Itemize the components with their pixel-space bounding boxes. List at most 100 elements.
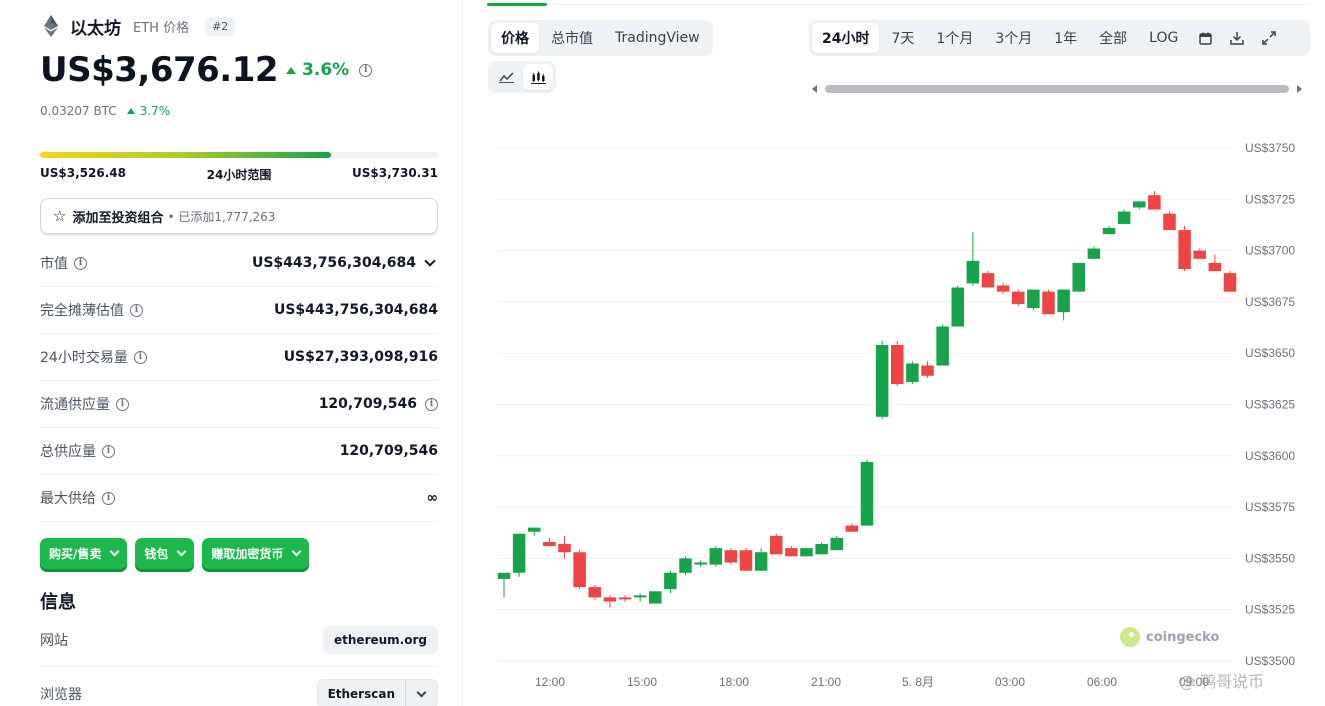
stat-value-market-cap[interactable]: US$443,756,304,684 <box>252 255 438 271</box>
candle-body[interactable] <box>543 541 556 547</box>
candle-body[interactable] <box>1012 291 1025 304</box>
candle-body[interactable] <box>1087 248 1101 259</box>
range-all[interactable]: 全部 <box>1099 31 1128 47</box>
candle-body[interactable] <box>981 273 995 288</box>
portfolio-added-count: • 已添加1,777,263 <box>167 209 276 224</box>
explorer-dropdown-toggle[interactable] <box>406 680 437 706</box>
scroll-right-icon[interactable] <box>1297 85 1302 93</box>
info-icon[interactable]: i <box>425 397 438 411</box>
range-log[interactable]: LOG <box>1149 30 1179 46</box>
info-icon[interactable]: i <box>102 491 115 505</box>
tab-price[interactable]: 价格 <box>491 23 539 53</box>
wallet-button[interactable]: 钱包 <box>135 538 195 569</box>
candle-body[interactable] <box>1102 228 1116 235</box>
line-chart-icon[interactable] <box>491 64 521 90</box>
info-icon[interactable]: i <box>133 350 147 364</box>
candle-body[interactable] <box>830 537 844 551</box>
buy-sell-button[interactable]: 购买/售卖 <box>40 538 128 569</box>
scrollbar-thumb[interactable] <box>825 85 1289 93</box>
candle-body[interactable] <box>1057 289 1070 313</box>
candle-body[interactable] <box>694 562 707 565</box>
up-triangle-icon <box>286 66 297 74</box>
candle-body[interactable] <box>785 548 798 557</box>
tab-tradingview[interactable]: TradingView <box>615 30 700 46</box>
candle-body[interactable] <box>966 260 980 284</box>
range-1y[interactable]: 1年 <box>1054 31 1078 47</box>
candle-body[interactable] <box>891 344 904 384</box>
candle-body[interactable] <box>770 535 783 555</box>
coin-header: 以太坊 ETH 价格 #2 <box>40 14 236 39</box>
candle-body[interactable] <box>845 525 859 532</box>
candle-body[interactable] <box>996 285 1010 292</box>
candle-body[interactable] <box>573 552 586 588</box>
candle-body[interactable] <box>800 548 813 557</box>
price-candlestick-chart[interactable]: US$3750 US$3725 US$3700 US$3675 US$3650 US$36… <box>464 0 1325 706</box>
overlay-watermark: @ 鸭哥说币 <box>1179 672 1265 691</box>
y-tick-label: US$3625 <box>1245 398 1295 412</box>
candle-body[interactable] <box>921 365 934 376</box>
range-1m[interactable]: 1个月 <box>936 31 974 47</box>
x-tick-label: 06:00 <box>1087 675 1117 689</box>
candle-body[interactable] <box>497 572 511 579</box>
candle-body[interactable] <box>724 550 738 563</box>
website-link[interactable]: ethereum.org <box>323 625 438 654</box>
candle-body[interactable] <box>951 287 965 327</box>
range-7d[interactable]: 7天 <box>891 31 915 47</box>
candle-body[interactable] <box>512 533 526 573</box>
candle-body[interactable] <box>1148 195 1161 210</box>
candle-body[interactable] <box>558 544 571 553</box>
candle-body[interactable] <box>679 558 692 573</box>
candle-body[interactable] <box>528 527 541 532</box>
candle-body[interactable] <box>1133 201 1146 208</box>
stat-label: 24小时交易量 <box>40 350 128 366</box>
range-scrollbar[interactable] <box>812 82 1302 96</box>
scroll-left-icon[interactable] <box>812 85 817 93</box>
candle-body[interactable] <box>649 591 662 604</box>
candlestick-icon[interactable] <box>523 64 553 90</box>
info-icon[interactable]: i <box>116 397 129 411</box>
candle-body[interactable] <box>1178 230 1191 270</box>
candle-body[interactable] <box>633 595 647 598</box>
candle-body[interactable] <box>709 548 723 565</box>
candle-body[interactable] <box>1208 262 1222 272</box>
candle-body[interactable] <box>1223 273 1237 292</box>
candle-body[interactable] <box>936 326 949 366</box>
explorer-link[interactable]: Etherscan <box>318 680 406 706</box>
candle-body[interactable] <box>603 597 617 602</box>
candle-body[interactable] <box>1163 213 1176 231</box>
candle-body[interactable] <box>1042 291 1055 315</box>
candle-body[interactable] <box>1027 289 1040 309</box>
earn-crypto-button[interactable]: 赚取加密货币 <box>202 538 310 569</box>
btc-price-row: 0.03207 BTC 3.7% <box>40 104 170 118</box>
candle-body[interactable] <box>860 461 874 526</box>
candle-body[interactable] <box>618 597 632 600</box>
candle-body[interactable] <box>588 587 602 598</box>
candle-body[interactable] <box>739 550 753 571</box>
tab-market-cap[interactable]: 总市值 <box>551 31 593 47</box>
download-icon[interactable] <box>1222 25 1252 51</box>
candle-body[interactable] <box>906 363 919 382</box>
info-icon[interactable]: i <box>359 63 373 77</box>
range-3m[interactable]: 3个月 <box>995 31 1033 47</box>
stat-row-volume: 24小时交易量 i US$27,393,098,916 <box>40 334 438 381</box>
stat-row-market-cap: 市值 i US$443,756,304,684 <box>40 240 438 287</box>
stat-value: ∞ <box>426 490 438 506</box>
info-icon[interactable]: i <box>74 256 87 270</box>
info-icon[interactable]: i <box>102 444 115 458</box>
candle-body[interactable] <box>754 552 768 571</box>
candle-body[interactable] <box>1193 250 1207 259</box>
candle-body[interactable] <box>875 344 889 417</box>
wallet-label: 钱包 <box>144 547 169 561</box>
explorer-row: 浏览器 Etherscan <box>40 679 438 706</box>
chevron-down-icon <box>291 546 302 557</box>
candle-body[interactable] <box>815 544 828 555</box>
candle-body[interactable] <box>664 572 677 590</box>
candle-body[interactable] <box>1072 262 1086 292</box>
range-24h[interactable]: 24小时 <box>812 23 880 53</box>
candle-body[interactable] <box>1117 211 1131 224</box>
website-row: 网站 ethereum.org <box>40 625 438 667</box>
calendar-icon[interactable] <box>1190 25 1220 51</box>
info-icon[interactable]: i <box>130 303 143 317</box>
expand-icon[interactable] <box>1254 25 1284 51</box>
add-to-portfolio-button[interactable]: ☆ 添加至投资组合 • 已添加1,777,263 <box>40 198 438 234</box>
